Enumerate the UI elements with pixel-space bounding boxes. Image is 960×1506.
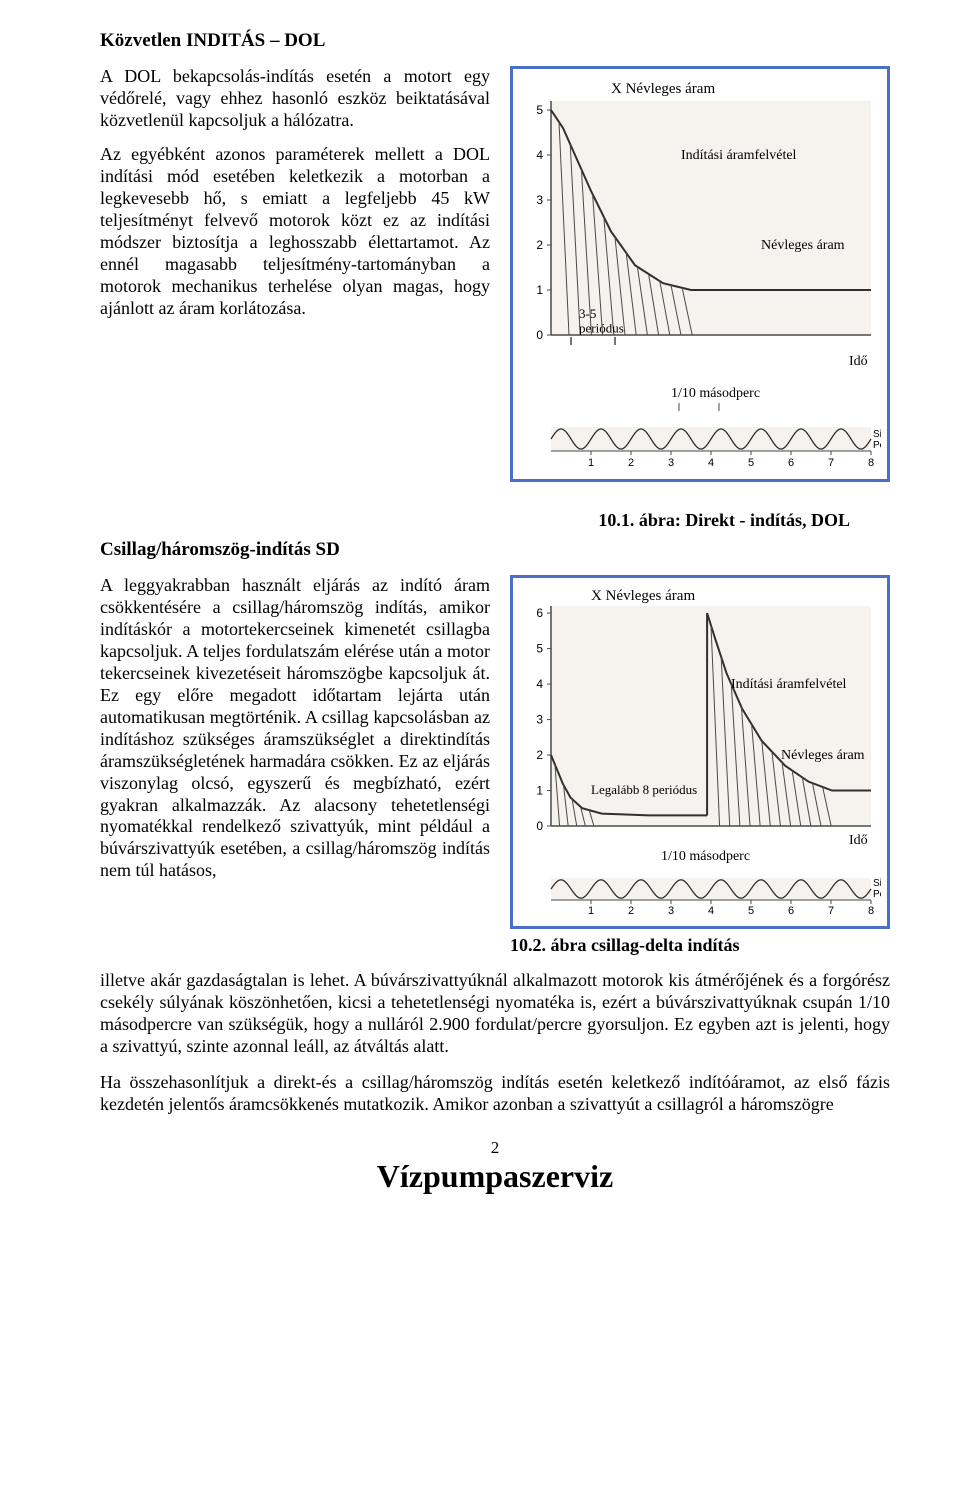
- svg-text:5: 5: [536, 642, 543, 656]
- svg-text:2: 2: [536, 748, 543, 762]
- svg-text:7: 7: [828, 905, 834, 917]
- svg-text:X Névleges áram: X Névleges áram: [591, 588, 695, 604]
- svg-text:2: 2: [536, 238, 543, 252]
- footer-brand: Vízpumpaszerviz: [100, 1158, 890, 1195]
- svg-text:Indítási áramfelvétel: Indítási áramfelvétel: [731, 677, 847, 692]
- svg-text:1: 1: [588, 905, 594, 917]
- svg-text:1: 1: [536, 784, 543, 798]
- svg-text:3: 3: [668, 457, 674, 469]
- svg-text:4: 4: [708, 905, 714, 917]
- chart2-svg: 0 1 2 3 4 5 6 X Névleges áram Indítási áramfelvé…: [519, 584, 881, 922]
- chart1-caption: 10.1. ábra: Direkt - indítás, DOL: [100, 510, 890, 531]
- svg-text:Sinus-Perioden: Sinus-Perioden: [873, 878, 881, 900]
- svg-text:7: 7: [828, 457, 834, 469]
- svg-text:0: 0: [536, 819, 543, 833]
- svg-text:Legalább 8 periódus: Legalább 8 periódus: [591, 782, 697, 797]
- section2-para: A leggyakrabban használt eljárás az indí…: [100, 575, 490, 882]
- full-para2: Ha összehasonlítjuk a direkt-és a csilla…: [100, 1072, 890, 1116]
- svg-text:Indítási áramfelvétel: Indítási áramfelvétel: [681, 148, 797, 163]
- svg-text:X Névleges áram: X Névleges áram: [611, 81, 715, 97]
- svg-text:Sinus-Perioden: Sinus-Perioden: [873, 429, 881, 451]
- svg-text:6: 6: [788, 457, 794, 469]
- svg-text:1/10 másodperc: 1/10 másodperc: [671, 386, 760, 401]
- svg-text:Névleges áram: Névleges áram: [761, 238, 845, 253]
- svg-text:6: 6: [536, 606, 543, 620]
- chart1-svg: 0 1 2 3 4 5 X Névleges áram Indítási áramfelvét…: [519, 75, 881, 475]
- page-number: 2: [100, 1138, 890, 1158]
- svg-text:4: 4: [536, 148, 543, 162]
- chart2-caption: 10.2. ábra csillag-delta indítás: [510, 935, 890, 956]
- section1-para1: A DOL bekapcsolás-indítás esetén a motor…: [100, 66, 490, 132]
- svg-text:8: 8: [868, 905, 874, 917]
- svg-text:Idő: Idő: [849, 833, 868, 848]
- section1-para2: Az egyébként azonos paraméterek mellett …: [100, 144, 490, 320]
- section1-title: Közvetlen INDITÁS – DOL: [100, 30, 890, 52]
- svg-text:3: 3: [536, 193, 543, 207]
- svg-text:1: 1: [536, 283, 543, 297]
- svg-text:3: 3: [536, 713, 543, 727]
- svg-text:2: 2: [628, 457, 634, 469]
- section2-title: Csillag/háromszög-indítás SD: [100, 539, 890, 561]
- svg-text:8: 8: [868, 457, 874, 469]
- svg-text:1/10 másodperc: 1/10 másodperc: [661, 849, 750, 864]
- svg-text:5: 5: [748, 905, 754, 917]
- svg-text:4: 4: [708, 457, 714, 469]
- svg-text:2: 2: [628, 905, 634, 917]
- svg-text:5: 5: [536, 103, 543, 117]
- svg-text:Névleges áram: Névleges áram: [781, 748, 865, 763]
- svg-text:0: 0: [536, 328, 543, 342]
- svg-text:6: 6: [788, 905, 794, 917]
- svg-text:1: 1: [588, 457, 594, 469]
- full-para1: illetve akár gazdaságtalan is lehet. A b…: [100, 970, 890, 1058]
- svg-text:3: 3: [668, 905, 674, 917]
- chart1-frame: 0 1 2 3 4 5 X Névleges áram Indítási áramfelvét…: [510, 66, 890, 482]
- svg-text:4: 4: [536, 677, 543, 691]
- svg-text:5: 5: [748, 457, 754, 469]
- svg-text:Idő: Idő: [849, 354, 868, 369]
- chart2-frame: 0 1 2 3 4 5 6 X Névleges áram Indítási áramfelvé…: [510, 575, 890, 929]
